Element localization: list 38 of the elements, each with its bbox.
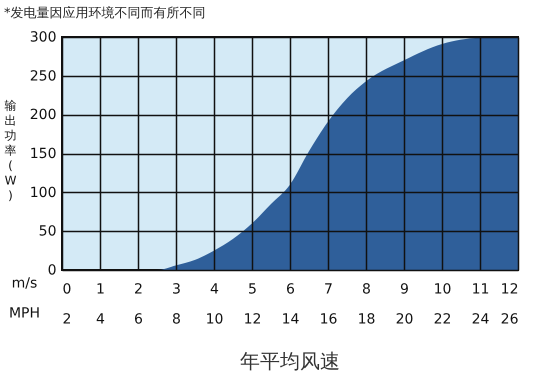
x-tick-label: 3	[172, 282, 181, 298]
x-axis-title: m/s	[12, 276, 38, 292]
x2-tick-label: 18	[358, 312, 376, 328]
x-tick-label: 10	[434, 282, 452, 298]
y-tick-label: 250	[30, 68, 56, 84]
x-tick-label: 0	[62, 282, 72, 298]
x2-tick-label: 14	[282, 312, 300, 328]
x-tick-label: 5	[248, 282, 257, 298]
x-tick-label: 2	[134, 282, 143, 298]
y-tick-label: 0	[48, 262, 56, 278]
x2-tick-label: 22	[434, 312, 452, 328]
x2-tick-label: 16	[320, 312, 338, 328]
x2-tick-label: 8	[172, 312, 181, 328]
x2-tick-label: 6	[134, 312, 144, 328]
x2-tick-label: 2	[62, 312, 72, 328]
x-tick-label: 6	[286, 282, 296, 298]
y-tick-label: 300	[30, 30, 56, 46]
x-tick-label: 4	[210, 282, 220, 298]
y-tick-label: 150	[30, 146, 56, 162]
y-axis-title: 输出功率(W)	[4, 98, 17, 202]
x-tick-label: 11	[472, 282, 490, 298]
x-tick-label: 1	[96, 282, 105, 298]
x2-tick-label: 4	[96, 312, 106, 328]
x2-tick-label: 12	[244, 312, 262, 328]
x-tick-label: 12	[500, 282, 518, 298]
x-tick-label: 8	[362, 282, 371, 298]
y-tick-label: 100	[30, 184, 56, 201]
x2-tick-label: 20	[396, 312, 414, 328]
y-tick-label: 50	[38, 224, 56, 240]
x2-axis-title: MPH	[8, 306, 40, 322]
x-tick-label: 7	[324, 282, 333, 298]
x2-tick-label: 10	[206, 312, 224, 328]
x2-tick-label: 26	[500, 312, 519, 328]
x2-tick-label: 24	[472, 312, 490, 328]
text: 年平均风速	[240, 349, 340, 373]
chart-title: *发电量因应用环境不同而有所不同	[4, 5, 206, 21]
y-tick-label: 200	[30, 107, 56, 124]
x-tick-label: 9	[400, 282, 409, 298]
